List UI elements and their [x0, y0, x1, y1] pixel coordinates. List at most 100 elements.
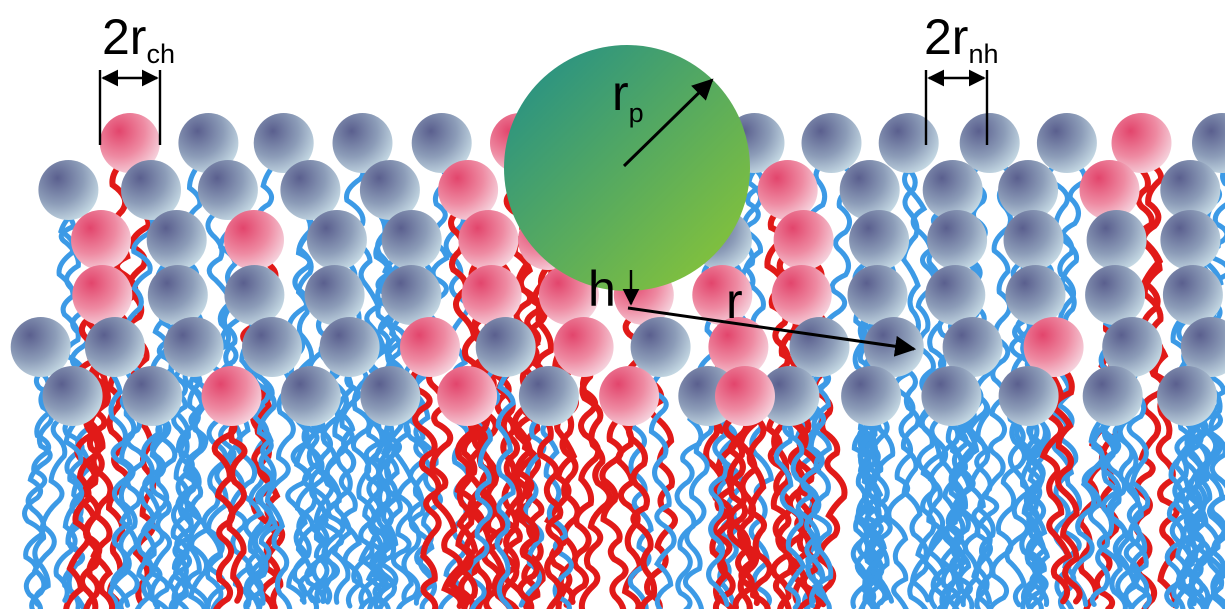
charged-lipid-tail [599, 413, 629, 609]
charged-lipid-tail [746, 413, 773, 609]
neutral-lipid-tail [1204, 364, 1225, 609]
charged-lipid-head [773, 210, 834, 270]
neutral-lipid-head [306, 210, 367, 270]
charged-lipid-head [99, 113, 160, 173]
charged-lipid-head [224, 210, 284, 270]
nanoparticle: rp [504, 45, 750, 291]
neutral-lipid-tail [104, 364, 133, 608]
neutral-lipid-head [1160, 210, 1221, 270]
neutral-lipid-tail [706, 413, 730, 608]
neutral-lipid-tail [1025, 413, 1050, 607]
neutral-lipid-head [925, 265, 986, 325]
charged-lipid-head [400, 317, 460, 377]
neutral-lipid-head [253, 113, 314, 173]
neutral-lipid-tail [987, 413, 1027, 609]
neutral-lipid-head [42, 366, 103, 426]
neutral-lipid-tail [291, 413, 322, 603]
charged-lipid-head [461, 265, 522, 325]
neutral-lipid-head [304, 265, 365, 325]
neutral-lipid-head [411, 113, 472, 173]
neutral-lipid-tail [648, 364, 677, 609]
neutral-lipid-tail [862, 413, 890, 606]
height-label: h [588, 261, 616, 317]
neutral-lipid-head [197, 160, 258, 220]
neutral-lipid-tail [682, 413, 715, 609]
neutral-lipid-head [1160, 160, 1221, 220]
particle-radius-arrow [622, 78, 714, 168]
neutral-lipid-head [1036, 113, 1097, 173]
neutral-lipid-head [10, 317, 71, 377]
neutral-lipid-head [122, 366, 183, 426]
neutral-lipid-tail [967, 364, 993, 609]
neutral-lipid-head [121, 160, 181, 220]
neutral-lipid-head [224, 265, 285, 325]
neutral-lipid-head [280, 366, 341, 426]
neutral-lipid-tail [391, 413, 415, 604]
charged-lipid-head [437, 366, 498, 426]
neutral-lipid-head [147, 265, 208, 325]
charged-lipid-head [708, 317, 769, 377]
neutral-lipid-tail [264, 364, 296, 609]
particle-sphere [504, 45, 750, 291]
neutral-lipid-tail [370, 257, 407, 609]
charged-lipid-head [599, 366, 660, 426]
neutral-lipid-head [921, 366, 982, 426]
neutral-lipid-head [146, 210, 207, 270]
neutral-lipid-tail [782, 413, 826, 609]
neutral-lipid-tail [350, 364, 377, 609]
neutral-lipid-head [84, 317, 145, 377]
neutral-lipid-head [360, 366, 421, 426]
neutral-lipid-head [381, 210, 442, 270]
charged-lipid-head [1111, 113, 1172, 173]
neutral-lipid-tail [1081, 413, 1111, 607]
neutral-head-label: 2rnh [924, 9, 999, 69]
charged-lipid-head [1023, 317, 1084, 377]
neutral-lipid-head [1192, 113, 1225, 173]
charged-lipid-tail [226, 413, 248, 604]
neutral-lipid-tail [249, 364, 279, 606]
neutral-lipid-tail [773, 413, 807, 609]
charged-lipid-tail [615, 312, 645, 609]
neutral-lipid-tail [860, 413, 894, 604]
charged-lipid-head [458, 210, 519, 270]
charged-lipid-head [771, 265, 832, 325]
charged-lipid-head [757, 160, 818, 220]
neutral-lipid-head [242, 317, 302, 377]
neutral-lipid-tail [1102, 413, 1135, 609]
neutral-lipid-head [1162, 265, 1223, 325]
charged-lipid-head [72, 265, 133, 325]
charged-lipid-tail [568, 364, 602, 605]
charged-lipid-head [438, 160, 499, 220]
neutral-lipid-head [163, 317, 224, 377]
charged-lipid-tail [511, 257, 555, 609]
neutral-lipid-head [847, 265, 908, 325]
neutral-lipid-head [1086, 210, 1147, 270]
neutral-lipid-tail [149, 312, 173, 609]
charged-lipid-head [692, 265, 753, 325]
neutral-lipid-head [998, 366, 1059, 426]
neutral-lipid-head [359, 160, 420, 220]
charged-lipid-head [715, 366, 775, 426]
neutral-lipid-head [518, 366, 579, 426]
neutral-lipid-head [759, 366, 820, 426]
neutral-lipid-head [841, 366, 902, 426]
neutral-lipid-head [1102, 317, 1163, 377]
charged-lipid-head [553, 317, 614, 377]
charged-lipid-head [71, 210, 131, 270]
charged-lipid-tail [625, 413, 658, 609]
neutral-lipid-head [1082, 366, 1143, 426]
charged-lipid-tail [533, 257, 564, 609]
neutral-lipid-tail [377, 312, 406, 609]
neutral-lipid-head [878, 113, 939, 173]
neutral-lipid-tail [358, 413, 385, 606]
neutral-lipid-head [1157, 366, 1217, 426]
neutral-lipid-head [319, 317, 380, 377]
neutral-lipid-head [922, 160, 983, 220]
neutral-lipid-head [1180, 317, 1225, 377]
neutral-lipid-tail [134, 413, 172, 609]
charged-lipid-head [201, 366, 262, 426]
neutral-lipid-head [381, 265, 442, 325]
neutral-lipid-tail [167, 364, 206, 609]
neutral-lipid-head [839, 160, 900, 220]
